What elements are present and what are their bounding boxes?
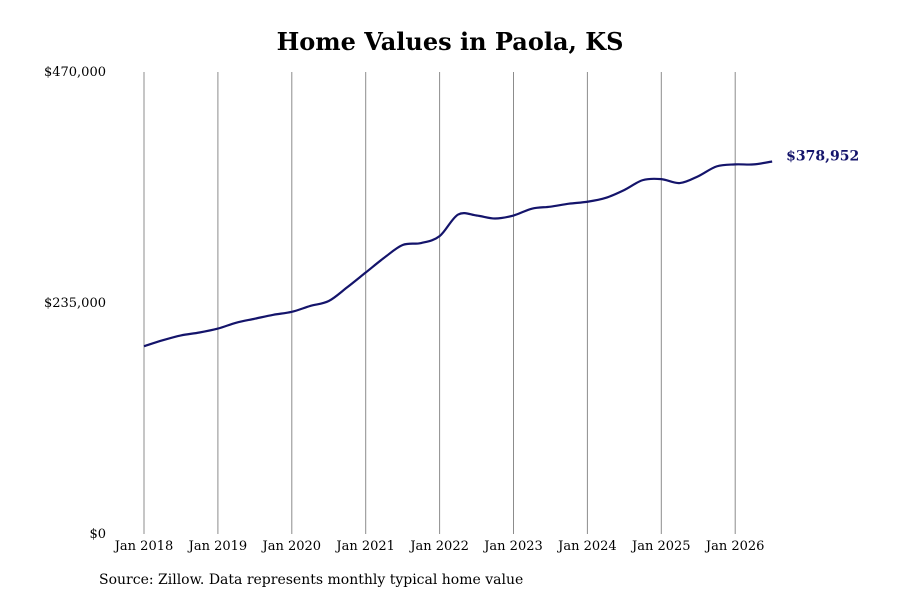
- x-tick-label: Jan 2021: [334, 539, 395, 554]
- chart-title: Home Values in Paola, KS: [276, 27, 624, 56]
- x-axis-ticks: Jan 2018 Jan 2019 Jan 2020 Jan 2021 Jan 2022…: [113, 539, 765, 554]
- source-note: Source: Zillow. Data represents monthly …: [99, 572, 524, 588]
- x-tick-label: Jan 2025: [630, 539, 691, 554]
- y-tick-label: $235,000: [44, 296, 106, 311]
- x-tick-label: Jan 2020: [261, 539, 322, 554]
- latest-value-label: $378,952: [786, 148, 859, 164]
- grid-lines: [143, 72, 736, 534]
- y-tick-label: $0: [89, 527, 106, 542]
- home-value-line: [143, 160, 773, 348]
- x-tick-label: Jan 2023: [482, 539, 543, 554]
- x-tick-label: Jan 2018: [113, 539, 174, 554]
- x-tick-label: Jan 2022: [408, 539, 469, 554]
- x-tick-label: Jan 2024: [556, 539, 617, 554]
- y-tick-label: $470,000: [44, 65, 106, 80]
- x-tick-label: Jan 2026: [704, 539, 765, 554]
- y-axis-ticks: $470,000 $235,000 $0: [44, 65, 106, 542]
- x-tick-label: Jan 2019: [187, 539, 248, 554]
